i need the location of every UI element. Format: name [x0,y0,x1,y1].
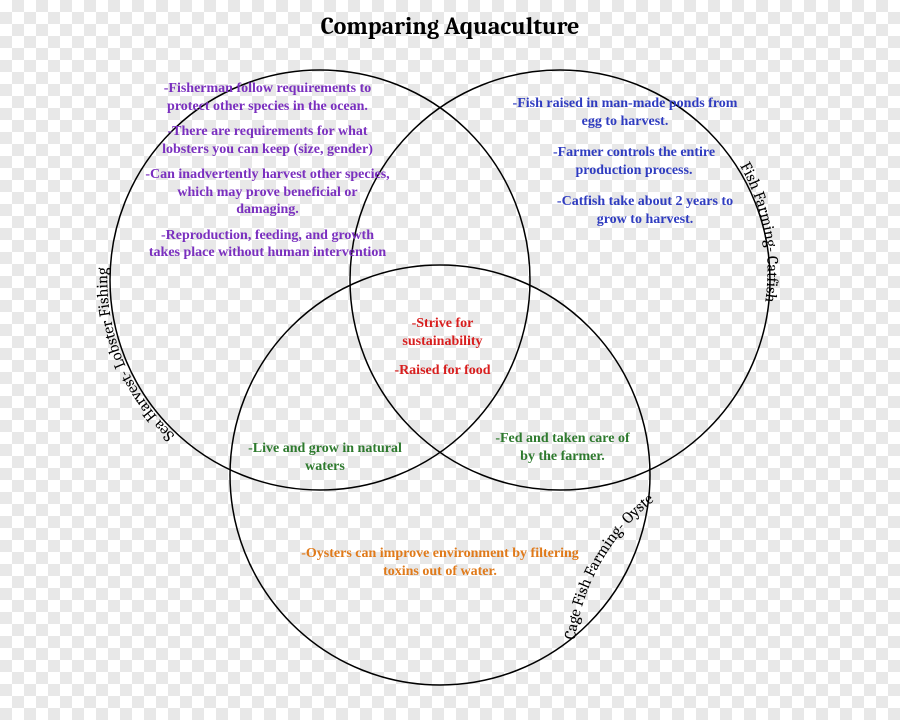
a-item: -Fisherman follow requirements to protec… [145,80,390,115]
region-ac: -Live and grow in natural waters [245,440,405,475]
c-item: -Oysters can improve environment by filt… [300,545,580,580]
region-a-only: -Fisherman follow requirements to protec… [145,80,390,262]
region-b-only: -Fish raised in man-made ponds from egg … [510,95,740,228]
a-item: -Reproduction, feeding, and growth takes… [145,227,390,262]
region-abc: -Strive for sustainability -Raised for f… [375,315,510,380]
a-item: -There are requirements for what lobster… [145,123,390,158]
b-item: -Fish raised in man-made ponds from egg … [510,95,740,130]
region-c-only: -Oysters can improve environment by filt… [300,545,580,580]
region-bc: -Fed and taken care of by the farmer. [490,430,635,465]
bc-item: -Fed and taken care of by the farmer. [490,430,635,465]
a-item: -Can inadvertently harvest other species… [145,166,390,219]
label-b: Fish Farming- Catfish [736,159,781,304]
b-item: -Catfish take about 2 years to grow to h… [510,193,740,228]
abc-item: -Strive for sustainability [375,315,510,350]
venn-diagram: Comparing Aquaculture Sea Harvest- Lobst… [0,0,900,720]
abc-item: -Raised for food [375,362,510,380]
b-item: -Farmer controls the entire production p… [510,144,740,179]
ac-item: -Live and grow in natural waters [245,440,405,475]
label-a: Sea Harvest- Lobster Fishing [93,266,177,444]
